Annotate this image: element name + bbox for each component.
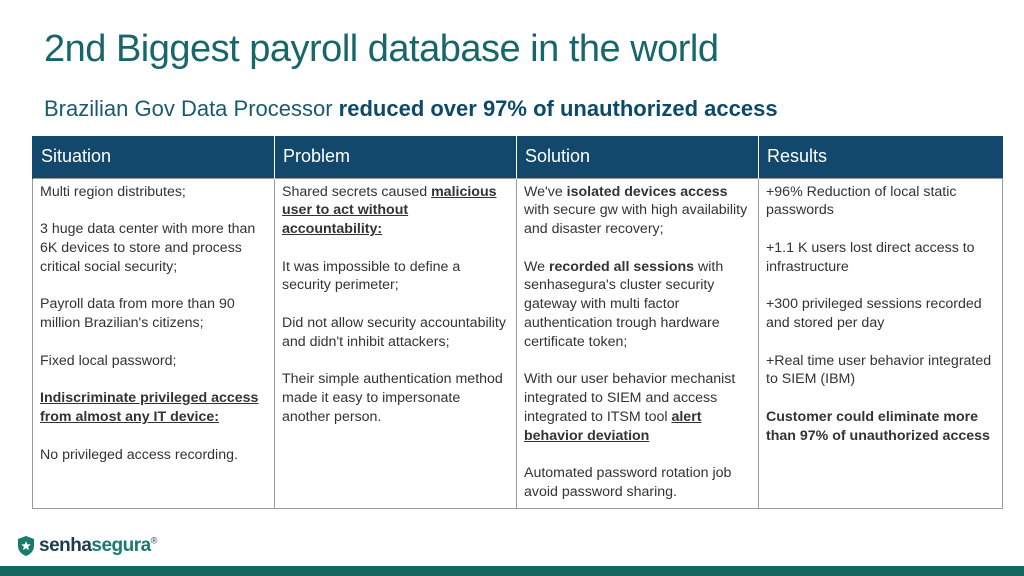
solution-emphasis: isolated devices access: [566, 183, 728, 200]
problem-emphasis: malicious user to act without accountabi…: [282, 183, 497, 238]
solution-paragraph: With our user behavior mechanist integra…: [524, 370, 751, 445]
header-solution: Solution: [516, 136, 759, 178]
table-row: Multi region distributes; 3 huge data ce…: [32, 177, 1003, 510]
problem-text: Did not allow security accountability an…: [282, 315, 506, 350]
solution-text: With our user behavior mechanist integra…: [524, 371, 736, 426]
problem-text: Their simple authentication method made …: [282, 371, 503, 426]
result-text: +1.1 K users lost direct access to infra…: [766, 239, 975, 275]
case-study-table: Situation Problem Solution Results Multi…: [32, 136, 1003, 510]
solution-text: with secure gw with high availability an…: [524, 202, 748, 238]
logo-text-part1: senha: [39, 535, 92, 556]
solution-emphasis: recorded all sessions: [548, 258, 695, 275]
logo-wordmark: senhasegura®: [39, 535, 157, 557]
header-situation: Situation: [32, 136, 275, 178]
footer-bar: [0, 566, 1024, 576]
result-text: +300 privileged sessions recorded and st…: [766, 296, 982, 332]
logo-text-part2: segura: [91, 535, 151, 556]
solution-cell: We've isolated devices access with secur…: [516, 177, 759, 510]
solution-text: with senhasegura's cluster security gate…: [524, 258, 724, 350]
subtitle-plain: Brazilian Gov Data Processor: [44, 96, 339, 121]
table-header-row: Situation Problem Solution Results: [32, 136, 1003, 178]
problem-cell: Shared secrets caused malicious user to …: [274, 177, 517, 510]
results-cell: +96% Reduction of local static passwords…: [758, 177, 1003, 510]
solution-text: We've: [524, 183, 567, 200]
header-problem: Problem: [274, 136, 517, 178]
subtitle-highlight: reduced over 97% of unauthorized access: [338, 96, 778, 121]
solution-paragraph: We recorded all sessions with senhasegur…: [524, 258, 751, 352]
registered-mark: ®: [150, 535, 158, 546]
solution-text: Automated password rotation job avoid pa…: [524, 465, 732, 501]
situation-text: 3 huge data center with more than 6K dev…: [40, 221, 256, 275]
solution-paragraph: We've isolated devices access with secur…: [524, 183, 751, 239]
result-text: +96% Reduction of local static passwords: [766, 183, 957, 219]
situation-cell: Multi region distributes; 3 huge data ce…: [32, 177, 275, 510]
problem-text: It was impossible to define a security p…: [282, 258, 461, 294]
solution-emphasis: alert behavior deviation: [524, 409, 702, 444]
slide-subtitle: Brazilian Gov Data Processor reduced ove…: [44, 96, 778, 122]
solution-text: We: [524, 258, 549, 275]
slide-title: 2nd Biggest payroll database in the worl…: [44, 28, 719, 70]
situation-text: Fixed local password;: [40, 352, 177, 369]
situation-text: No privileged access recording.: [40, 446, 238, 463]
result-emphasis: Customer could eliminate more than 97% o…: [766, 409, 990, 444]
situation-text: Multi region distributes;: [40, 183, 186, 200]
shield-icon: [18, 536, 34, 556]
problem-paragraph: Shared secrets caused malicious user to …: [282, 183, 509, 239]
header-results: Results: [758, 136, 1003, 178]
senhasegura-logo: senhasegura®: [16, 535, 157, 557]
situation-text: Payroll data from more than 90 million B…: [40, 296, 235, 332]
situation-emphasis: Indiscriminate privileged access from al…: [40, 390, 259, 426]
problem-text: Shared secrets caused: [282, 183, 432, 200]
result-text: +Real time user behavior integrated to S…: [766, 352, 992, 388]
